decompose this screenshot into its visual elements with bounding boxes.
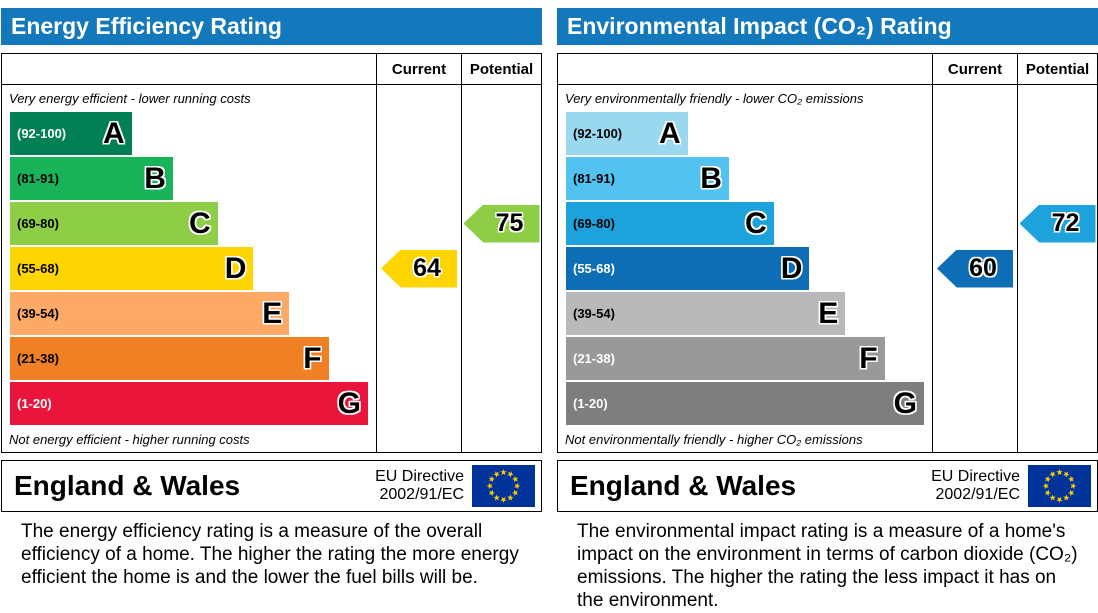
- band-row-c: (69-80) C 72: [558, 201, 1097, 246]
- band-row-f: (21-38) F: [558, 336, 1097, 381]
- band-row-g: (1-20) G: [2, 381, 541, 426]
- potential-rating-arrow: 75: [463, 204, 540, 243]
- top-caption-row: Very energy efficient - lower running co…: [2, 85, 541, 111]
- energy-description: The energy efficiency rating is a measur…: [21, 521, 519, 588]
- band-row-b: (81-91) B: [558, 156, 1097, 201]
- footer-region: England & Wales: [570, 470, 797, 501]
- band-range: (21-38): [17, 351, 59, 366]
- band-letter: E: [818, 296, 839, 330]
- band-bar-c: (69-80) C: [10, 202, 218, 245]
- band-bar-a: (92-100) A: [566, 112, 688, 155]
- band-range: (92-100): [17, 126, 67, 141]
- band-letter: F: [859, 341, 878, 375]
- band-letter: D: [780, 251, 803, 285]
- band-row-c: (69-80) C 75: [2, 201, 541, 246]
- column-header-potential: Potential: [461, 54, 541, 84]
- band-bar-e: (39-54) E: [566, 292, 846, 335]
- bottom-caption-row: Not energy efficient - higher running co…: [2, 426, 541, 452]
- band-letter: A: [103, 116, 125, 150]
- band-row-a: (92-100) A: [558, 111, 1097, 156]
- band-bar-g: (1-20) G: [566, 382, 924, 425]
- band-letter: G: [337, 386, 361, 420]
- band-range: (21-38): [573, 351, 615, 366]
- band-bar-e: (39-54) E: [10, 292, 290, 335]
- current-rating-value: 60: [969, 254, 997, 282]
- band-range: (1-20): [573, 396, 608, 411]
- band-row-a: (92-100) A: [2, 111, 541, 156]
- potential-rating-arrow: 72: [1019, 204, 1096, 243]
- band-bar-a: (92-100) A: [10, 112, 132, 155]
- column-header-current: Current: [932, 54, 1017, 84]
- band-letter: D: [224, 251, 247, 285]
- band-letter: B: [700, 161, 722, 195]
- potential-rating-value: 72: [1051, 209, 1080, 237]
- eu-flag-icon: [472, 465, 535, 507]
- band-letter: C: [744, 206, 767, 240]
- environment-description: The environmental impact rating is a mea…: [577, 521, 1078, 611]
- band-letter: E: [262, 296, 283, 330]
- band-range: (69-80): [573, 216, 615, 231]
- band-range: (55-68): [17, 261, 59, 276]
- column-header-current: Current: [376, 54, 461, 84]
- current-rating-arrow: 60: [937, 249, 1013, 288]
- environment-rating-chart: Current Potential Very environmentally f…: [557, 53, 1098, 453]
- column-header-row: Current Potential: [2, 54, 541, 85]
- top-caption: Very energy efficient - lower running co…: [9, 90, 251, 106]
- band-range: (69-80): [17, 216, 59, 231]
- band-row-g: (1-20) G: [558, 381, 1097, 426]
- band-bar-c: (69-80) C: [566, 202, 774, 245]
- band-bar-f: (21-38) F: [566, 337, 885, 380]
- band-range: (39-54): [573, 306, 615, 321]
- band-range: (81-91): [573, 171, 615, 186]
- footer-region: England & Wales: [14, 470, 241, 501]
- band-range: (81-91): [17, 171, 59, 186]
- band-bar-b: (81-91) B: [566, 157, 729, 200]
- bottom-caption: Not environmentally friendly - higher CO…: [565, 431, 863, 447]
- band-row-d: (55-68) D 64: [2, 246, 541, 291]
- band-letter: A: [659, 116, 681, 150]
- band-row-e: (39-54) E: [2, 291, 541, 336]
- column-header-row: Current Potential: [558, 54, 1097, 85]
- band-row-e: (39-54) E: [558, 291, 1097, 336]
- band-letter: F: [303, 341, 322, 375]
- energy-efficiency-panel: Energy Efficiency Rating Current Potenti…: [1, 8, 542, 612]
- eu-flag-icon: [1028, 465, 1091, 507]
- eu-directive-text: EU Directive 2002/91/EC: [931, 467, 1020, 503]
- band-bar-g: (1-20) G: [10, 382, 368, 425]
- environmental-impact-panel: Environmental Impact (CO₂) Rating Curren…: [557, 8, 1098, 612]
- band-bar-b: (81-91) B: [10, 157, 173, 200]
- current-rating-arrow: 64: [381, 249, 457, 288]
- band-letter: C: [188, 206, 211, 240]
- energy-footer: England & Wales EU Directive 2002/91/EC: [1, 460, 542, 512]
- band-range: (1-20): [17, 396, 52, 411]
- energy-panel-title: Energy Efficiency Rating: [1, 8, 542, 45]
- band-bar-f: (21-38) F: [10, 337, 329, 380]
- current-rating-value: 64: [413, 254, 441, 282]
- bottom-caption: Not energy efficient - higher running co…: [9, 431, 250, 447]
- top-caption-row: Very environmentally friendly - lower CO…: [558, 85, 1097, 111]
- environment-panel-title: Environmental Impact (CO₂) Rating: [557, 8, 1098, 45]
- top-caption: Very environmentally friendly - lower CO…: [565, 90, 864, 106]
- band-row-b: (81-91) B: [2, 156, 541, 201]
- band-bar-d: (55-68) D: [10, 247, 254, 290]
- column-header-potential: Potential: [1017, 54, 1097, 84]
- band-range: (92-100): [573, 126, 623, 141]
- energy-rating-chart: Current Potential Very energy efficient …: [1, 53, 542, 453]
- band-row-d: (55-68) D 60: [558, 246, 1097, 291]
- bottom-caption-row: Not environmentally friendly - higher CO…: [558, 426, 1097, 452]
- band-range: (55-68): [573, 261, 615, 276]
- band-letter: B: [144, 161, 166, 195]
- potential-rating-value: 75: [495, 209, 524, 237]
- environment-footer: England & Wales EU Directive 2002/91/EC: [557, 460, 1098, 512]
- band-bar-d: (55-68) D: [566, 247, 810, 290]
- eu-directive-text: EU Directive 2002/91/EC: [375, 467, 464, 503]
- band-letter: G: [893, 386, 917, 420]
- band-range: (39-54): [17, 306, 59, 321]
- band-row-f: (21-38) F: [2, 336, 541, 381]
